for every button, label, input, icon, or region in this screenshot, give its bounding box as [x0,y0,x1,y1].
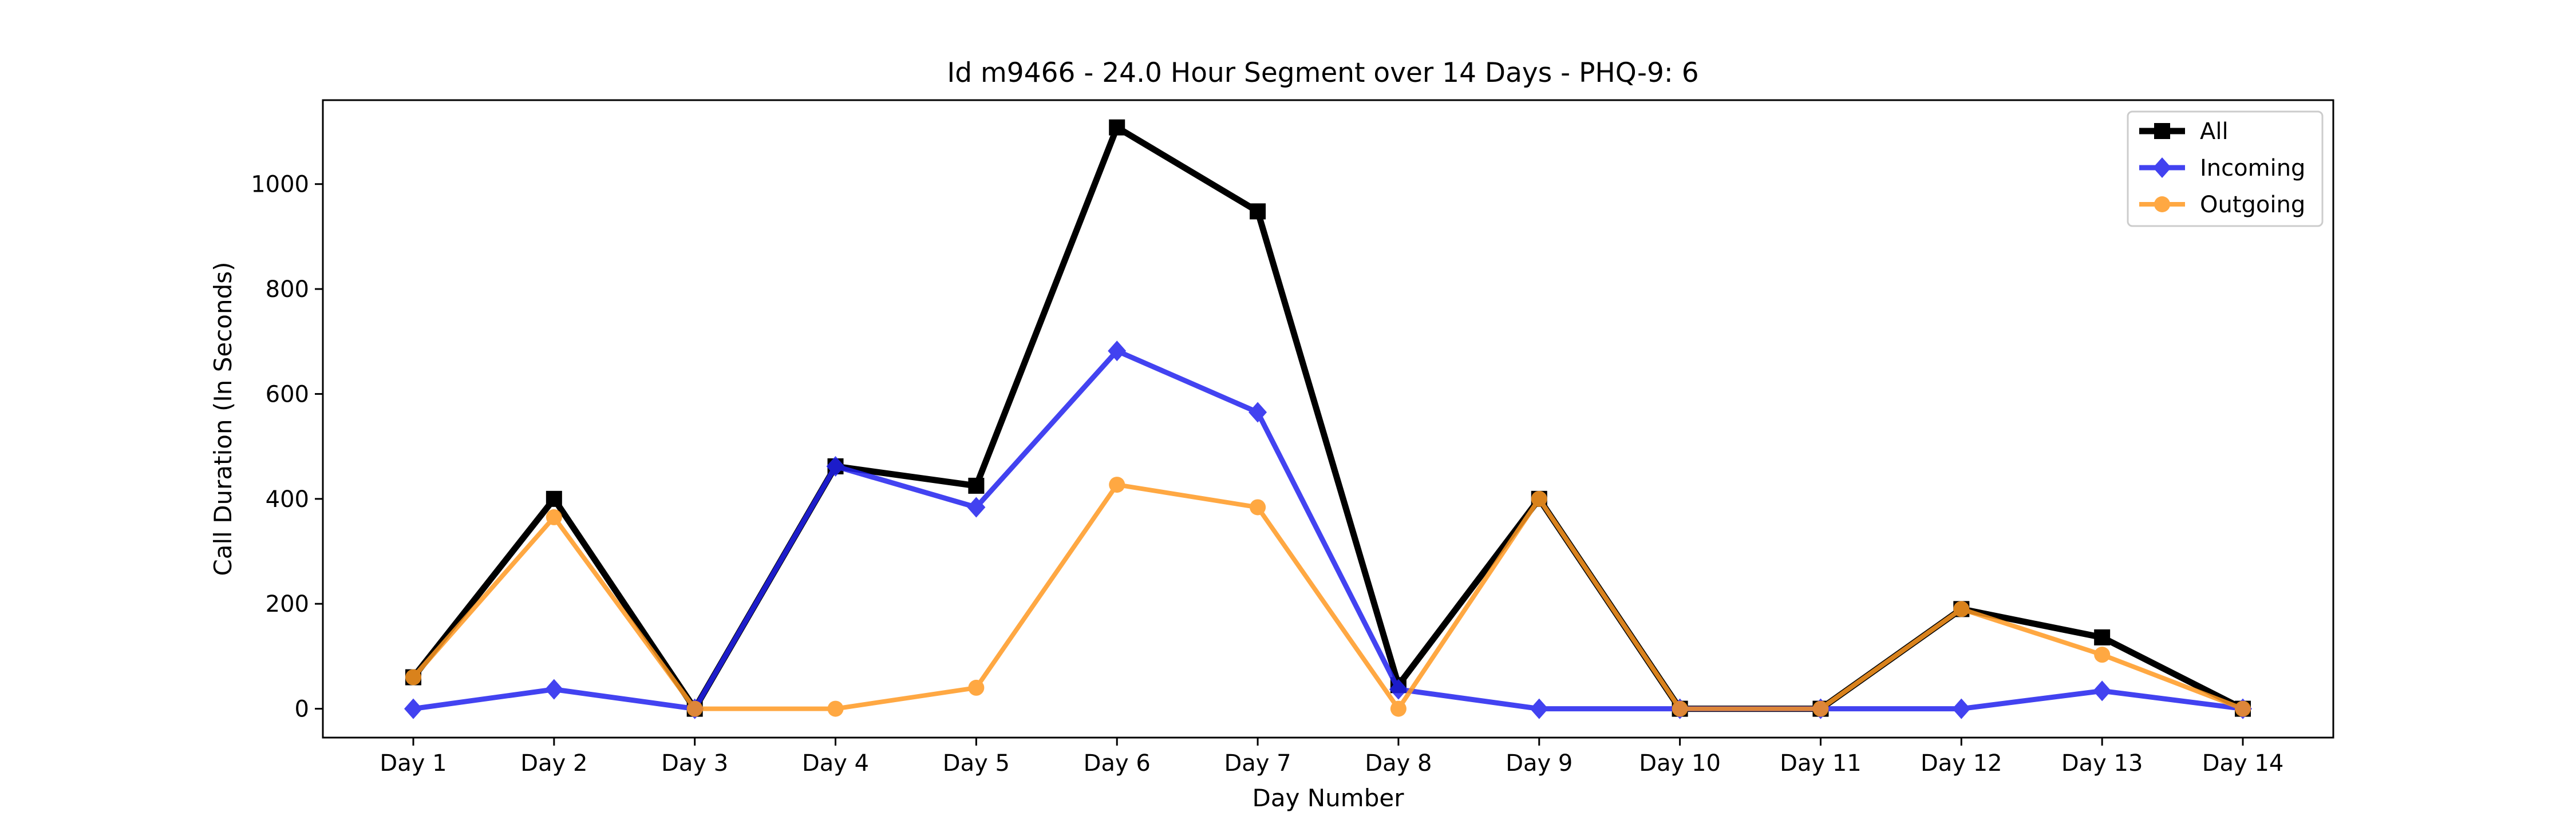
plot-area [322,99,2334,739]
y-tick-label: 200 [266,591,309,617]
series-line-incoming [413,347,2243,712]
legend-label: All [2200,118,2229,145]
series-layer [404,119,2252,719]
x-tick-label: Day 7 [1224,750,1291,777]
x-tick-label: Day 9 [1506,750,1573,777]
y-axis-label: Call Duration (In Seconds) [209,262,237,576]
y-tick-label: 600 [266,381,309,407]
legend-label: Outgoing [2200,192,2305,218]
legend-item-all [2139,123,2185,139]
x-tick-label: Day 8 [1365,750,1432,777]
data-point [968,679,985,696]
data-point [1249,402,1267,423]
y-tick-label: 0 [295,696,309,723]
x-tick-label: Day 2 [520,750,587,777]
x-tick-label: Day 14 [2202,750,2284,777]
series-all [405,119,2251,717]
data-point [1531,490,1547,507]
legend-swatch-marker [2154,123,2170,139]
legend-swatch-marker [2153,157,2171,178]
legend-box [2127,110,2324,227]
data-point [968,477,985,494]
data-point [1530,698,1548,719]
legend-swatch-marker [2154,196,2170,212]
series-incoming [404,340,2252,719]
y-axis: 0 200 400 600 800 1000 [251,172,323,723]
data-point [2235,700,2251,717]
data-point [967,497,986,518]
data-point [2094,647,2111,663]
data-point [1250,203,1266,220]
x-tick-label: Day 6 [1084,750,1151,777]
data-point [546,509,562,525]
x-tick-label: Day 5 [943,750,1010,777]
legend-item-incoming [2139,157,2185,178]
x-tick-label: Day 4 [802,750,869,777]
data-point [827,700,844,717]
x-tick-label: Day 12 [1921,750,2002,777]
data-point [826,455,845,477]
legend-label: Incoming [2200,155,2305,181]
data-point [405,669,421,686]
data-point [1108,340,1127,362]
data-point [1672,700,1688,717]
x-tick-label: Day 11 [1780,750,1862,777]
series-line-outgoing [411,482,2244,713]
y-tick-label: 1000 [251,172,309,198]
data-point [1109,477,1125,493]
x-tick-label: Day 13 [2061,750,2143,777]
x-axis: Day 1 Day 2 Day 3 Day 4 Day 5 Day 6 Day 7 Day 8… [380,738,2283,777]
data-point [546,490,562,507]
series-line-all [410,122,2245,715]
data-point [1390,700,1406,717]
data-point [1389,679,1408,700]
data-point [2094,629,2111,645]
data-point [2093,680,2112,702]
y-tick-label: 800 [266,276,309,303]
data-point [1250,499,1266,516]
data-point [1812,700,1829,717]
y-tick-label: 400 [266,486,309,513]
data-point [544,679,563,700]
x-tick-label: Day 10 [1639,750,1721,777]
data-point [1952,698,1971,719]
legend: All Incoming Outgoing [2127,110,2324,227]
data-point [1109,119,1125,136]
x-axis-label: Day Number [1252,784,1404,812]
series-outgoing [405,477,2251,717]
legend-item-outgoing [2139,196,2185,212]
data-point [1953,601,1970,617]
data-point [686,700,703,717]
chart-title: Id m9466 - 24.0 Hour Segment over 14 Day… [947,57,1698,89]
x-tick-label: Day 1 [380,750,447,777]
data-point [404,698,422,719]
x-tick-label: Day 3 [661,750,728,777]
